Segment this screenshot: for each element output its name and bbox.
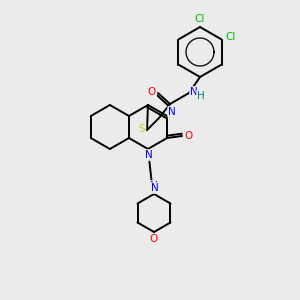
Text: S: S bbox=[139, 124, 145, 134]
Text: Cl: Cl bbox=[226, 32, 236, 41]
Text: Cl: Cl bbox=[195, 14, 205, 24]
Text: N: N bbox=[190, 87, 198, 97]
Text: O: O bbox=[184, 131, 192, 141]
Text: N: N bbox=[145, 150, 153, 160]
Text: H: H bbox=[197, 91, 205, 101]
Text: N: N bbox=[151, 183, 159, 193]
Text: N: N bbox=[150, 181, 158, 191]
Text: O: O bbox=[150, 234, 158, 244]
Text: O: O bbox=[148, 87, 156, 97]
Text: N: N bbox=[168, 107, 176, 117]
